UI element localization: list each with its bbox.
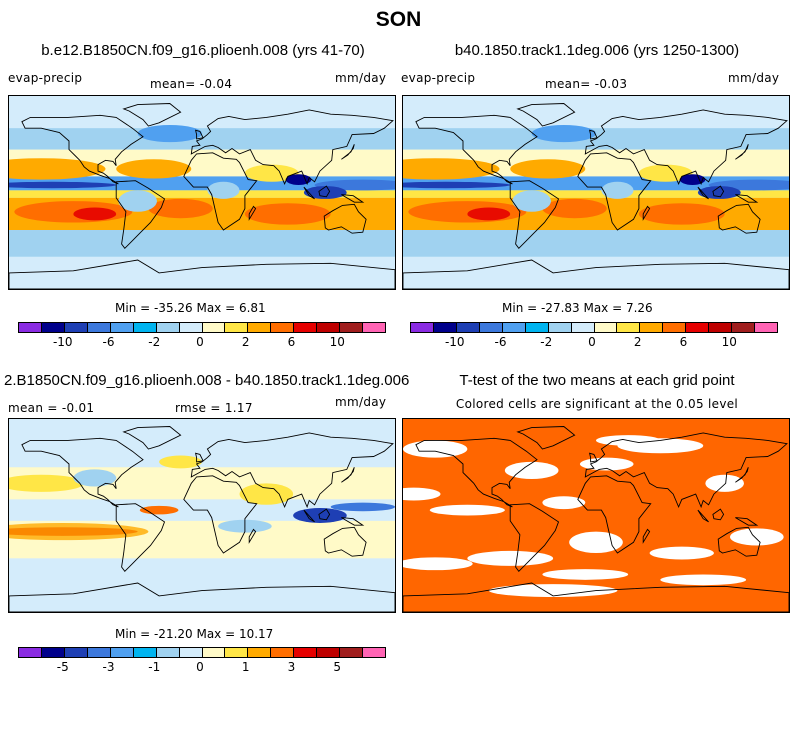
- colorbar-c-swatch: [179, 648, 203, 657]
- colorbar-b-swatch: [525, 323, 549, 332]
- panel-c-units-label: mm/day: [335, 395, 387, 409]
- colorbar-b-tick-label: -6: [494, 335, 507, 349]
- colorbar-b-swatch: [456, 323, 480, 332]
- colorbar-a-swatch: [87, 323, 111, 332]
- colorbar-a-swatch: [19, 323, 42, 332]
- colorbar-b-swatch: [571, 323, 595, 332]
- colorbar-a-swatch: [179, 323, 203, 332]
- panel-b-variable-label: evap-precip: [401, 71, 476, 85]
- colorbar-c-swatch: [294, 648, 318, 657]
- panel-d-map: [402, 418, 790, 613]
- colorbar-c-swatch: [156, 648, 180, 657]
- panel-c-title: 2.B1850CN.f09_g16.plioenh.008 - b40.1850…: [4, 372, 410, 389]
- colorbar-b-tick-label: 6: [679, 335, 688, 349]
- panel-b-colorbar-ticks: -10 -6 -2 0 2 6 10: [410, 335, 776, 351]
- panel-a-map: [8, 95, 396, 290]
- colorbar-a-swatch: [225, 323, 249, 332]
- panel-b-title: b40.1850.track1.1deg.006 (yrs 1250-1300): [454, 42, 740, 59]
- panel-c-mean-label: mean = -0.01: [8, 401, 95, 415]
- panel-b-map: [402, 95, 790, 290]
- colorbar-b-swatch: [686, 323, 710, 332]
- panel-a-mean-label: mean= -0.04: [150, 77, 233, 91]
- colorbar-a-tick-label: -2: [148, 335, 161, 349]
- panel-c-colorbar: [18, 647, 386, 658]
- colorbar-a-tick-label: -6: [102, 335, 115, 349]
- panel-a-minmax: Min = -35.26 Max = 6.81: [115, 301, 266, 315]
- colorbar-c-swatch: [41, 648, 65, 657]
- colorbar-c-swatch: [19, 648, 42, 657]
- panel-a-variable-label: evap-precip: [8, 71, 83, 85]
- panel-b-mean-label: mean= -0.03: [545, 77, 628, 91]
- page-title: SON: [375, 8, 422, 31]
- colorbar-a-tick-label: 2: [241, 335, 250, 349]
- colorbar-a-swatch: [202, 323, 226, 332]
- colorbar-c-swatch: [340, 648, 364, 657]
- colorbar-b-swatch: [732, 323, 756, 332]
- colorbar-b-swatch: [709, 323, 733, 332]
- colorbar-c-tick-label: 5: [333, 660, 342, 674]
- colorbar-a-swatch: [41, 323, 65, 332]
- colorbar-a-swatch: [294, 323, 318, 332]
- colorbar-a-swatch: [133, 323, 157, 332]
- colorbar-c-tick-label: -3: [102, 660, 115, 674]
- colorbar-c-tick-label: 0: [196, 660, 204, 674]
- colorbar-b-swatch: [640, 323, 664, 332]
- panel-b-minmax: Min = -27.83 Max = 7.26: [502, 301, 653, 315]
- colorbar-c-swatch: [225, 648, 249, 657]
- colorbar-a-tick-label: 10: [329, 335, 345, 349]
- colorbar-b-tick-label: 10: [721, 335, 737, 349]
- panel-a-title: b.e12.B1850CN.f09_g16.plioenh.008 (yrs 4…: [41, 42, 365, 59]
- colorbar-a-swatch: [248, 323, 272, 332]
- panel-a-colorbar: [18, 322, 386, 333]
- panel-c-colorbar-ticks: -5 -3 -1 0 1 3 5: [18, 660, 384, 676]
- colorbar-b-swatch: [411, 323, 434, 332]
- colorbar-a-tick-label: -10: [52, 335, 73, 349]
- panel-d-subtitle: Colored cells are significant at the 0.0…: [455, 397, 739, 411]
- colorbar-a-tick-label: 0: [196, 335, 204, 349]
- colorbar-c-tick-label: 3: [287, 660, 296, 674]
- colorbar-b-swatch: [479, 323, 503, 332]
- colorbar-b-swatch: [617, 323, 641, 332]
- colorbar-a-swatch: [156, 323, 180, 332]
- colorbar-a-swatch: [110, 323, 134, 332]
- colorbar-c-tick-label: 1: [241, 660, 250, 674]
- colorbar-c-tick-label: -1: [148, 660, 161, 674]
- panel-c-rmse-label: rmse = 1.17: [175, 401, 253, 415]
- colorbar-b-swatch: [502, 323, 526, 332]
- colorbar-b-swatch: [663, 323, 687, 332]
- panel-a-colorbar-ticks: -10 -6 -2 0 2 6 10: [18, 335, 384, 351]
- colorbar-a-swatch: [363, 323, 385, 332]
- colorbar-c-swatch: [317, 648, 341, 657]
- panel-c-minmax: Min = -21.20 Max = 10.17: [115, 627, 274, 641]
- colorbar-a-swatch: [340, 323, 364, 332]
- colorbar-c-swatch: [271, 648, 295, 657]
- panel-b-units-label: mm/day: [728, 71, 780, 85]
- panel-d-title: T-test of the two means at each grid poi…: [459, 372, 735, 389]
- panel-a-units-label: mm/day: [335, 71, 387, 85]
- colorbar-a-swatch: [271, 323, 295, 332]
- panel-c-map: [8, 418, 396, 613]
- colorbar-c-tick-label: -5: [56, 660, 69, 674]
- colorbar-c-swatch: [110, 648, 134, 657]
- colorbar-c-swatch: [202, 648, 226, 657]
- colorbar-b-swatch: [755, 323, 777, 332]
- colorbar-b-swatch: [594, 323, 618, 332]
- colorbar-b-tick-label: 2: [633, 335, 642, 349]
- colorbar-c-swatch: [248, 648, 272, 657]
- colorbar-b-tick-label: -10: [444, 335, 465, 349]
- colorbar-c-swatch: [133, 648, 157, 657]
- colorbar-b-tick-label: 0: [588, 335, 596, 349]
- colorbar-c-swatch: [64, 648, 88, 657]
- colorbar-a-swatch: [64, 323, 88, 332]
- colorbar-b-swatch: [433, 323, 457, 332]
- colorbar-b-swatch: [548, 323, 572, 332]
- colorbar-c-swatch: [87, 648, 111, 657]
- colorbar-c-swatch: [363, 648, 385, 657]
- colorbar-a-swatch: [317, 323, 341, 332]
- colorbar-a-tick-label: 6: [287, 335, 296, 349]
- panel-b-colorbar: [410, 322, 778, 333]
- colorbar-b-tick-label: -2: [540, 335, 553, 349]
